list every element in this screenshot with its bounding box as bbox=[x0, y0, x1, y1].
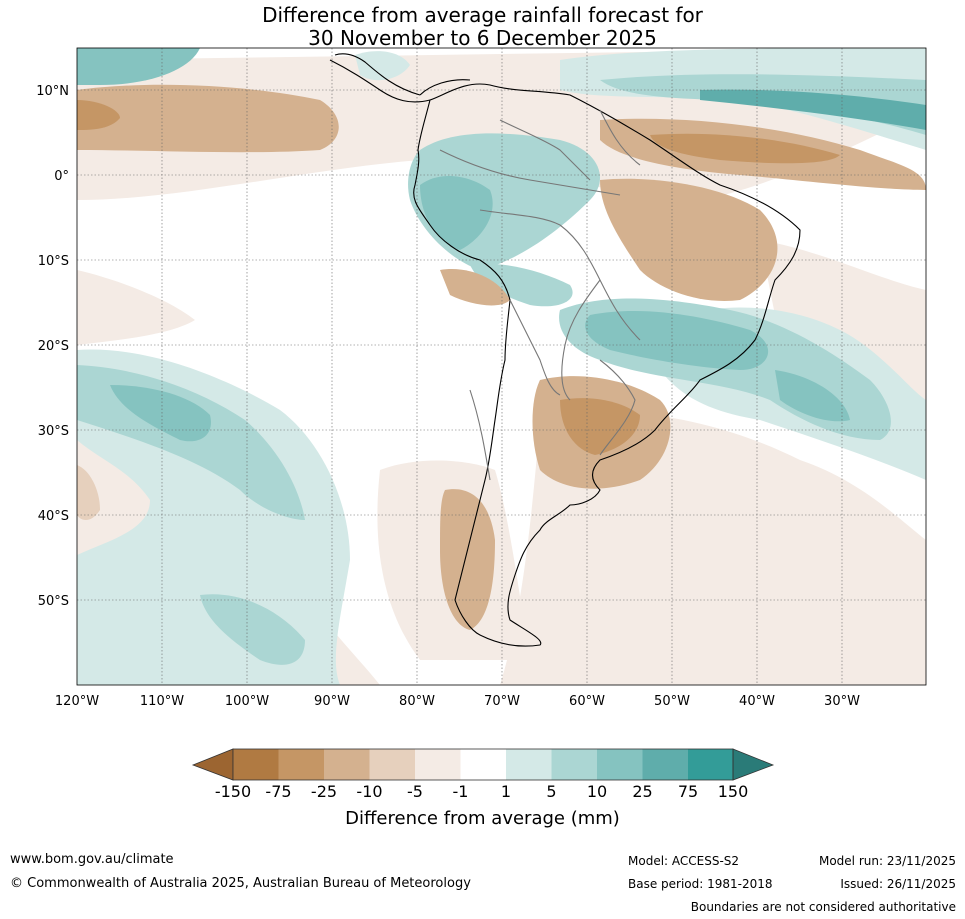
colorbar-outline bbox=[232, 748, 734, 781]
plot-frame bbox=[76, 47, 927, 686]
colorbar-tick-label: -5 bbox=[407, 782, 423, 801]
colorbar-bin bbox=[460, 749, 506, 780]
field-neg5-pacific-west bbox=[77, 465, 100, 520]
colorbar-tick-label: 75 bbox=[677, 782, 699, 801]
colorbar-extend-high bbox=[732, 748, 775, 781]
caribbean-coast bbox=[419, 79, 471, 96]
field-neg25-east-pacific-north bbox=[77, 100, 120, 130]
field-neg10-patagonia bbox=[440, 489, 495, 630]
lon-label: 100°W bbox=[225, 694, 269, 709]
map-title: Difference from average rainfall forecas… bbox=[0, 4, 965, 50]
boundary-disclaimer: Boundaries are not considered authoritat… bbox=[690, 900, 956, 914]
latitude-labels: 10°N 0° 10°S 20°S 30°S 40°S 50°S bbox=[36, 84, 69, 609]
lon-label: 60°W bbox=[569, 694, 605, 709]
colorbar-bin bbox=[506, 749, 552, 780]
colorbar-bin bbox=[415, 749, 461, 780]
field-pos5-east-pacific-north bbox=[77, 48, 200, 85]
coastlines bbox=[329, 53, 801, 647]
lon-label: 110°W bbox=[140, 694, 184, 709]
colorbar-tick-label: -150 bbox=[214, 782, 252, 801]
colorbar-bin bbox=[278, 749, 324, 780]
field-pos10-atlantic bbox=[775, 370, 850, 422]
lon-label: 50°W bbox=[654, 694, 690, 709]
field-pos5-south-pacific bbox=[200, 594, 305, 665]
model-run-date: Model run: 23/11/2025 bbox=[818, 854, 956, 868]
colorbar bbox=[191, 748, 775, 781]
colorbar-tick-label: 10 bbox=[586, 782, 608, 801]
colorbar-title: Difference from average (mm) bbox=[345, 808, 620, 829]
field-pos25-north-atlantic bbox=[700, 89, 926, 130]
longitude-labels: 120°W 110°W 100°W 90°W 80°W 70°W 60°W 50… bbox=[55, 694, 860, 709]
field-neg10-bolivia-chaco bbox=[440, 269, 510, 306]
field-pos5-peru-bolivia bbox=[470, 263, 573, 307]
field-pos10-southeast-pacific bbox=[110, 385, 211, 442]
colorbar-tick-label: 25 bbox=[632, 782, 653, 801]
lon-label: 30°W bbox=[824, 694, 860, 709]
field-pos1-caribbean bbox=[355, 51, 410, 81]
field-neg5-pacific-mid bbox=[77, 270, 195, 345]
colorbar-tick-label: -1 bbox=[452, 782, 469, 801]
lat-label: 20°S bbox=[38, 339, 69, 354]
field-pos5-north-atlantic bbox=[600, 74, 926, 135]
rainfall-fields bbox=[77, 48, 926, 685]
lat-label: 50°S bbox=[38, 594, 69, 609]
field-pos10-brazil-south bbox=[585, 310, 769, 370]
colorbar-bin bbox=[324, 749, 370, 780]
lon-label: 70°W bbox=[484, 694, 520, 709]
issued-date: Issued: 26/11/2025 bbox=[840, 877, 956, 891]
title-line-1: Difference from average rainfall forecas… bbox=[262, 3, 703, 27]
lon-label: 120°W bbox=[55, 694, 99, 709]
colorbar-bin bbox=[233, 749, 279, 780]
lon-label: 40°W bbox=[739, 694, 775, 709]
lat-label: 30°S bbox=[38, 424, 69, 439]
colorbar-extend-low bbox=[191, 748, 234, 781]
lat-label: 10°S bbox=[38, 254, 69, 269]
graticule bbox=[77, 48, 926, 685]
colorbar-tick-label: 1 bbox=[500, 782, 512, 801]
copyright-notice: © Commonwealth of Australia 2025, Austra… bbox=[10, 876, 471, 891]
lat-label: 40°S bbox=[38, 509, 69, 524]
country-borders bbox=[439, 109, 641, 481]
colorbar-bin bbox=[688, 749, 733, 780]
model-name: Model: ACCESS-S2 bbox=[628, 854, 740, 868]
lon-label: 90°W bbox=[314, 694, 350, 709]
field-neg25-argentina-uruguay bbox=[560, 398, 640, 455]
lon-label: 80°W bbox=[399, 694, 435, 709]
field-pos10-andes-north bbox=[420, 175, 493, 250]
title-line-2: 30 November to 6 December 2025 bbox=[308, 26, 657, 50]
colorbar-tick-label: -75 bbox=[265, 782, 292, 801]
colorbar-tick-label: -25 bbox=[310, 782, 338, 801]
lat-label: 10°N bbox=[36, 84, 69, 99]
colorbar-bin bbox=[551, 749, 597, 780]
colorbar-bin bbox=[597, 749, 643, 780]
lat-label: 0° bbox=[54, 169, 69, 184]
colorbar-tick-label: 150 bbox=[717, 782, 749, 801]
central-america-coastline bbox=[329, 53, 431, 103]
base-period: Base period: 1981-2018 bbox=[628, 877, 773, 891]
field-neg10-east-pacific-north bbox=[77, 84, 339, 153]
website-link[interactable]: www.bom.gov.au/climate bbox=[10, 852, 174, 867]
colorbar-tick-label: 5 bbox=[546, 782, 557, 801]
south-america-coastline bbox=[413, 83, 801, 647]
colorbar-bin bbox=[369, 749, 415, 780]
field-neg10-brazil-north bbox=[600, 178, 778, 301]
colorbar-bin bbox=[642, 749, 688, 780]
colorbar-tick-label: -10 bbox=[356, 782, 383, 801]
field-neg25-atlantic-equator bbox=[650, 133, 840, 164]
